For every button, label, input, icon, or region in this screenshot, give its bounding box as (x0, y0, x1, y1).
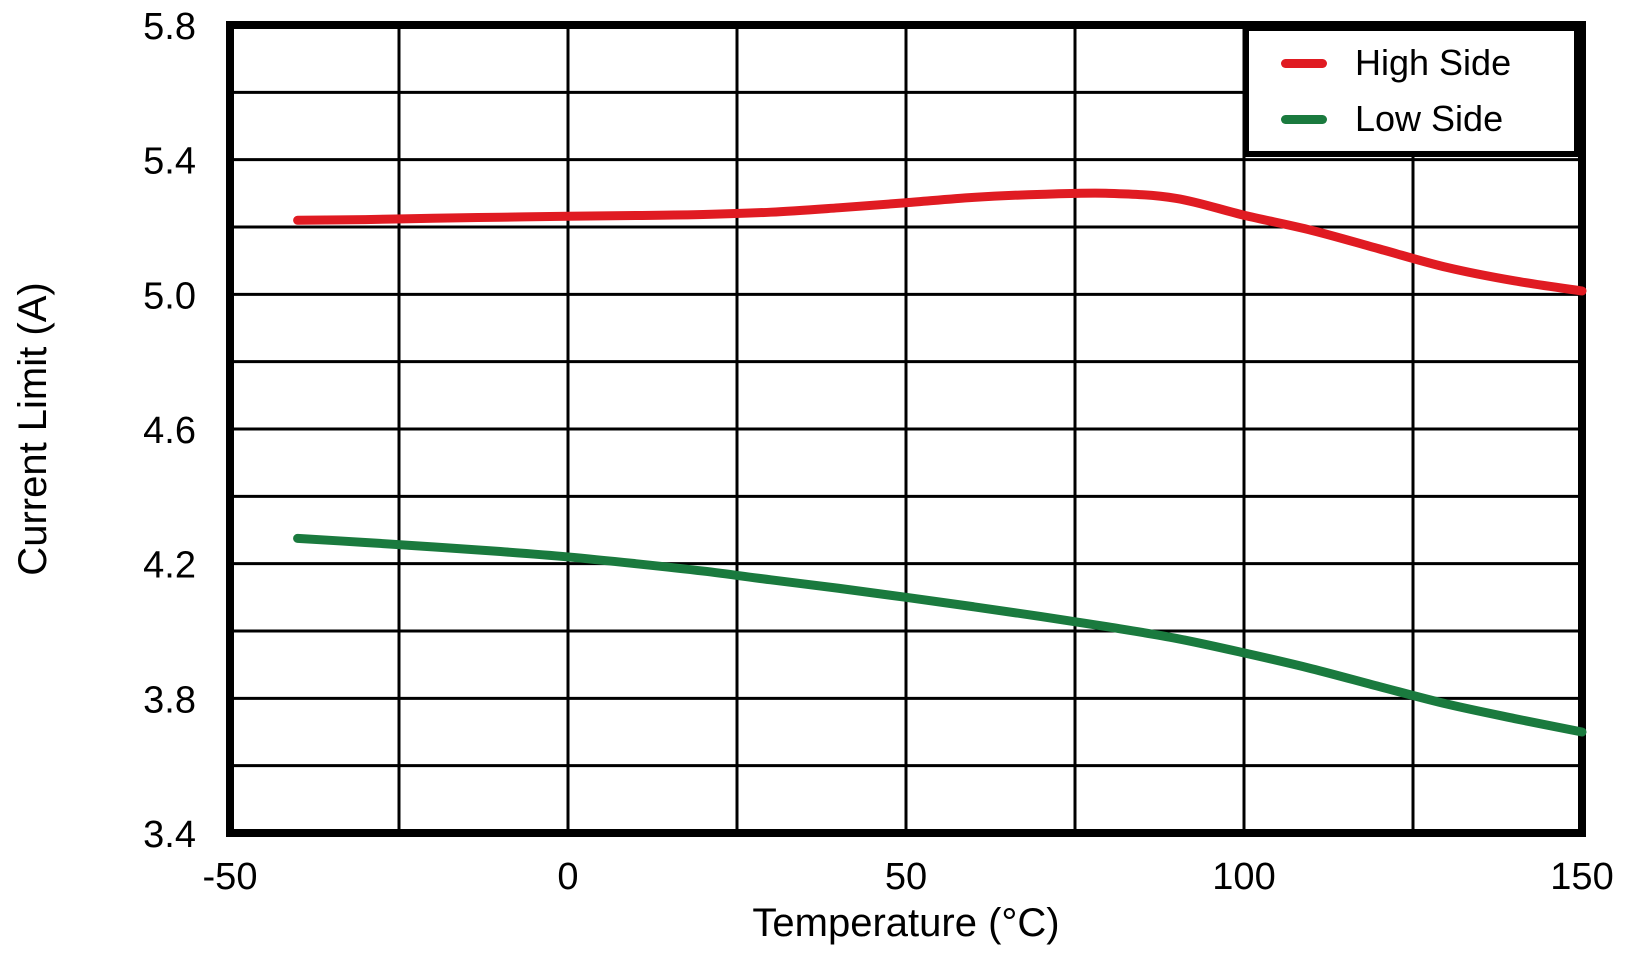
x-tick-label: -50 (203, 856, 258, 898)
plot-frame (226, 21, 1586, 837)
low-side-legend-swatch (1281, 114, 1327, 124)
legend-item-low-side: Low Side (1249, 101, 1574, 137)
y-tick-label: 4.6 (143, 410, 196, 452)
legend: High Side Low Side (1243, 25, 1580, 157)
curve-layer (293, 188, 1587, 737)
legend-item-high-side: High Side (1249, 45, 1574, 81)
low-side-curve (293, 533, 1587, 737)
y-tick-label: 5.4 (143, 141, 196, 183)
x-tick-label: 0 (557, 856, 578, 898)
x-tick-label: 50 (885, 856, 927, 898)
tick-layer: -50 0 50 100 150 3.4 3.8 4.2 4.6 5.0 5.4 5.8 (143, 6, 1614, 898)
y-tick-label: 3.4 (143, 814, 196, 856)
high-side-legend-swatch (1281, 58, 1327, 68)
y-tick-label: 4.2 (143, 545, 196, 587)
high-side-curve (293, 188, 1587, 296)
x-axis-title: Temperature (°C) (752, 901, 1059, 945)
x-tick-label: 100 (1212, 856, 1275, 898)
x-tick-label: 150 (1550, 856, 1613, 898)
y-tick-label: 5.8 (143, 6, 196, 48)
low-side-legend-label: Low Side (1355, 98, 1504, 139)
high-side-legend-label: High Side (1355, 42, 1512, 83)
y-axis-title: Current Limit (A) (11, 282, 55, 575)
y-tick-label: 5.0 (143, 275, 196, 317)
y-tick-label: 3.8 (143, 679, 196, 721)
